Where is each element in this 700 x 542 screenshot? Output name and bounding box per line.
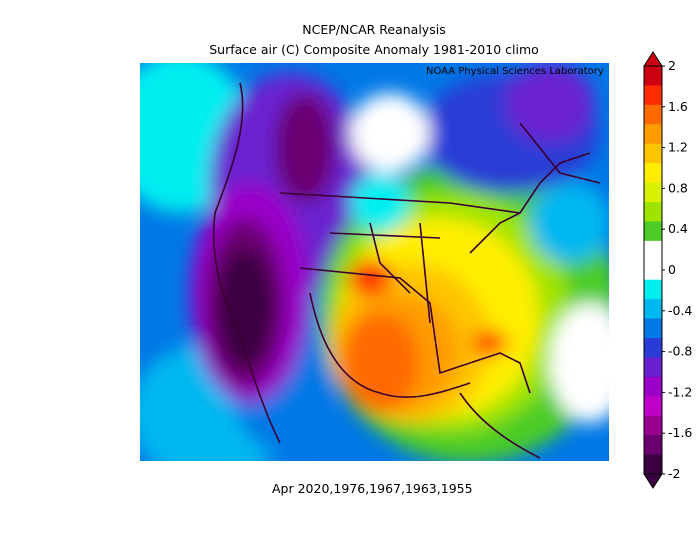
colorbar-segment — [644, 163, 662, 184]
colorbar-segments — [643, 51, 663, 489]
colorbar-tick-label: -2 — [668, 466, 680, 481]
colorbar-labels: 2 1.6 1.2 0.8 0.4 0 -0.4 -0.8 -1.2 -1.6 -2 — [662, 58, 692, 481]
colorbar-segment — [644, 435, 662, 456]
colorbar-tick-label: 1.6 — [668, 99, 688, 114]
colorbar-segment — [644, 357, 662, 378]
colorbar-tick-label: -1.6 — [668, 425, 692, 440]
colorbar-segment — [644, 260, 662, 281]
colorbar-segment — [644, 202, 662, 222]
colorbar-segment — [644, 221, 662, 242]
coastlines — [212, 82, 601, 459]
colorbar-tick-label: -0.4 — [668, 303, 692, 318]
composite-years-label: Apr 2020,1976,1967,1963,1955 — [272, 481, 473, 496]
colorbar-segment — [644, 279, 662, 300]
colorbar-top-arrow — [643, 51, 663, 67]
colorbar-segment — [644, 124, 662, 145]
colorbar-bottom-arrow — [643, 473, 663, 489]
colorbar-tick-label: 0 — [668, 262, 676, 277]
anomaly-map — [140, 63, 609, 461]
colorbar-segment — [644, 376, 662, 397]
colorbar-tick-label: -0.8 — [668, 344, 692, 359]
colorbar: 2 1.6 1.2 0.8 0.4 0 -0.4 -0.8 -1.2 -1.6 -2 — [643, 51, 692, 489]
colorbar-tick-label: 2 — [668, 58, 676, 73]
colorbar-segment — [644, 240, 662, 261]
colorbar-tick-label: 0.4 — [668, 221, 688, 236]
colorbar-tick-label: -1.2 — [668, 384, 692, 399]
colorbar-segment — [644, 182, 662, 203]
chart-title-line2: Surface air (C) Composite Anomaly 1981-2… — [209, 42, 539, 57]
credit-label: NOAA Physical Sciences Laboratory — [426, 66, 604, 77]
colorbar-segment — [644, 396, 662, 417]
colorbar-segment — [644, 66, 662, 86]
colorbar-segment — [644, 85, 662, 106]
colorbar-tick-label: 0.8 — [668, 180, 688, 195]
colorbar-segment — [644, 454, 662, 475]
colorbar-segment — [644, 299, 662, 320]
chart-title-line1: NCEP/NCAR Reanalysis — [302, 22, 446, 37]
colorbar-tick-label: 1.2 — [668, 140, 688, 155]
colorbar-segment — [644, 318, 662, 339]
colorbar-segment — [644, 143, 662, 164]
colorbar-segment — [644, 104, 662, 125]
colorbar-segment — [644, 415, 662, 436]
colorbar-segment — [644, 338, 662, 358]
